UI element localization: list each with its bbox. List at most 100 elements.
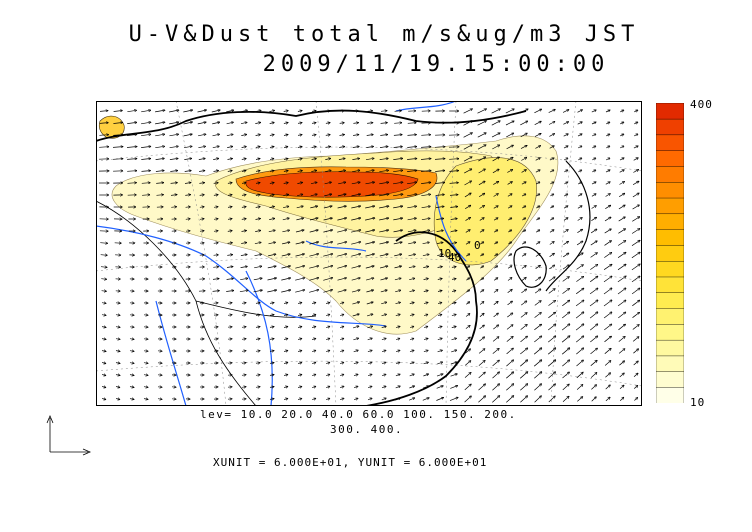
wind-vector	[366, 146, 373, 147]
wind-vector	[380, 266, 388, 269]
wind-vector	[226, 134, 233, 135]
wind-vector	[508, 242, 511, 244]
wind-vector	[367, 338, 373, 340]
wind-vector	[212, 146, 219, 147]
wind-vector	[212, 279, 219, 280]
wind-vector	[436, 242, 443, 243]
wind-vector	[283, 135, 288, 136]
wind-vector	[284, 363, 288, 364]
wind-vector	[351, 182, 360, 185]
wind-vector	[506, 336, 513, 342]
wind-vector	[339, 386, 344, 387]
wind-vector	[295, 266, 304, 269]
wind-vector	[520, 396, 527, 403]
wind-vector	[535, 158, 541, 161]
wind-vector	[255, 230, 261, 231]
wind-vector	[284, 387, 288, 388]
wind-vector	[284, 375, 288, 376]
wind-vector	[241, 146, 247, 147]
wind-vector	[423, 350, 428, 351]
wind-vector	[604, 324, 611, 331]
unit-vector-reference	[46, 414, 92, 456]
contour-label-0: 0	[474, 239, 481, 252]
wind-vector	[213, 219, 218, 220]
wind-vector	[563, 146, 568, 149]
wind-vector	[199, 219, 204, 220]
wind-vector	[576, 241, 583, 246]
wind-vector	[102, 387, 106, 388]
wind-vector	[479, 302, 484, 305]
wind-vector	[422, 254, 429, 255]
wind-vector	[352, 302, 359, 305]
wind-vector	[227, 159, 233, 160]
wind-vector	[618, 324, 626, 331]
wind-vector	[632, 205, 640, 210]
wind-vector	[127, 171, 137, 172]
wind-vector	[367, 350, 372, 351]
wind-vector	[506, 133, 513, 138]
wind-vector	[281, 266, 291, 269]
wind-vector	[156, 183, 164, 184]
wind-vector	[310, 206, 317, 209]
wind-vector	[310, 194, 318, 197]
wind-vector	[101, 315, 106, 316]
wind-vector	[435, 206, 444, 207]
wind-vector	[631, 252, 640, 259]
wind-vector	[339, 135, 345, 136]
wind-vector	[298, 303, 302, 304]
wind-vector	[562, 396, 569, 402]
wind-vector	[548, 384, 556, 391]
wind-vector	[533, 360, 542, 367]
wind-vector	[255, 159, 260, 160]
wind-vector	[381, 338, 386, 339]
wind-vector	[269, 147, 274, 148]
wind-vector	[575, 336, 584, 343]
wind-vector	[437, 255, 442, 256]
wind-vector	[561, 312, 570, 319]
wind-vector	[268, 254, 276, 257]
wind-vector	[632, 312, 640, 318]
wind-vector	[520, 145, 527, 149]
wind-vector	[575, 288, 584, 295]
wind-vector	[520, 313, 527, 318]
wind-vector	[393, 182, 403, 185]
wind-vector	[393, 158, 402, 159]
wind-vector	[366, 290, 373, 293]
wind-vector	[269, 327, 274, 328]
colorbar-swatch	[656, 292, 684, 309]
wind-vector	[312, 303, 316, 304]
wind-vector	[492, 360, 500, 367]
wind-vector	[379, 158, 389, 159]
wind-vector	[353, 111, 359, 112]
wind-vector	[493, 181, 498, 185]
wind-vector	[267, 266, 276, 269]
wind-vector	[450, 362, 457, 365]
wind-vector	[155, 158, 165, 159]
wind-vector	[241, 195, 246, 196]
wind-vector	[508, 218, 512, 221]
wind-vector	[534, 121, 542, 126]
wind-vector	[297, 111, 302, 112]
wind-vector	[283, 123, 288, 124]
wind-vector	[479, 337, 484, 342]
wind-vector	[450, 386, 457, 389]
wind-vector	[337, 206, 347, 209]
wind-vector	[365, 266, 374, 269]
wind-vector	[268, 230, 275, 231]
wind-vector	[143, 387, 148, 388]
wind-vector	[605, 182, 610, 185]
wind-vector	[365, 242, 374, 245]
wind-vector	[521, 266, 526, 269]
wind-vector	[563, 134, 569, 137]
wind-vector	[604, 241, 612, 246]
wind-vector	[449, 397, 458, 401]
wind-vector	[269, 195, 275, 196]
wind-vector	[367, 123, 373, 124]
wind-vector	[522, 218, 525, 220]
wind-vector	[451, 338, 457, 340]
wind-vector	[575, 324, 584, 331]
wind-vector	[604, 252, 611, 258]
wind-vector	[101, 351, 106, 352]
wind-vector	[561, 336, 570, 343]
wind-vector	[562, 300, 569, 307]
